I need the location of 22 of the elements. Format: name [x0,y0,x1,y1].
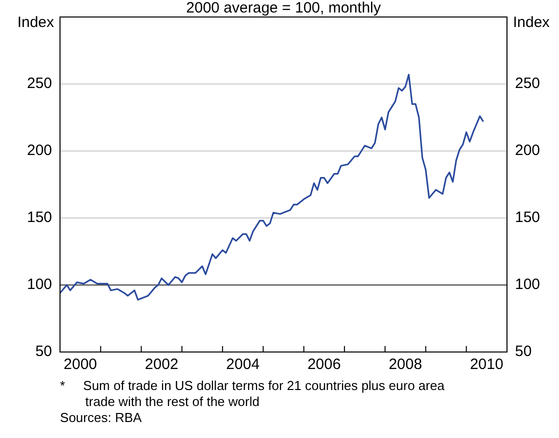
y-tick-label: 100 [26,276,52,294]
y2-tick-label: 200 [514,142,540,160]
x-tick-label: 2004 [226,356,260,374]
source-note: Sources: RBA [60,410,142,426]
text: * Sum of trade in US dollar terms for 21 countries plus euro area [60,378,446,394]
x-tick-label: 2006 [307,356,341,374]
y-tick-label: 50 [35,343,52,360]
y-tick-label: 150 [26,209,52,226]
x-tick-label: 2002 [144,356,178,374]
y2-tick-label: 50 [514,343,532,360]
text: trade with the rest of the world [60,394,260,410]
x-tick-label: 2000 [64,356,98,374]
y-tick-label: 200 [26,142,52,160]
x-tick-label: 2010 [470,356,504,374]
y-tick-label: 250 [26,75,52,92]
y2-axis-title: Index [512,14,550,32]
chart-subtitle: 2000 average = 100, monthly [186,0,382,17]
x-tick-label: 2008 [388,356,422,374]
y-axis-title: Index [17,14,55,32]
y2-tick-label: 100 [514,276,540,294]
y2-tick-label: 150 [514,209,540,226]
y2-tick-label: 250 [514,75,540,92]
